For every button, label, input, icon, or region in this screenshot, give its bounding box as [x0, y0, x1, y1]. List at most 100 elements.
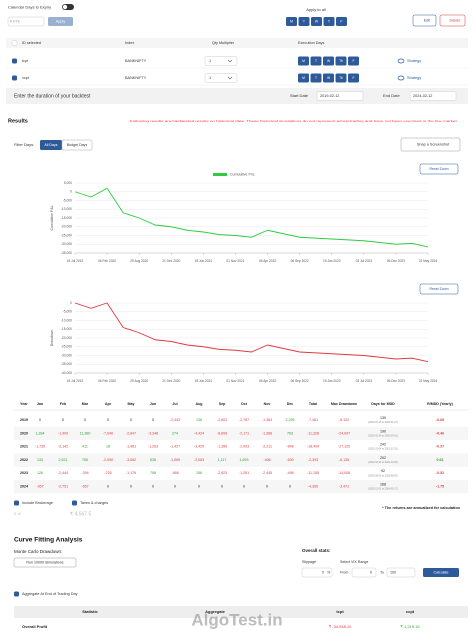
- to-input[interactable]: [386, 567, 416, 578]
- column-header: Year: [20, 402, 28, 406]
- legend-swatch: [213, 173, 227, 176]
- aggregate-checkbox[interactable]: [14, 591, 19, 597]
- slippage-input[interactable]: [301, 567, 333, 578]
- label: # DTE: [10, 19, 21, 23]
- brokerage-checkbox[interactable]: [14, 500, 19, 506]
- table-cell: -394: [81, 471, 88, 475]
- day-button[interactable]: [348, 56, 359, 66]
- label: Overall stats:: [302, 548, 331, 553]
- label: W: [315, 19, 319, 23]
- table-cell: -1,069: [170, 458, 180, 462]
- filter-button[interactable]: [40, 140, 62, 150]
- label: M: [302, 59, 305, 63]
- day-button[interactable]: [323, 73, 334, 83]
- dte-input[interactable]: [7, 16, 45, 27]
- label: Include Brokerage: [22, 501, 53, 505]
- run-simulation-button[interactable]: [13, 557, 77, 568]
- day-button[interactable]: [310, 56, 322, 66]
- day-button[interactable]: [310, 73, 322, 83]
- x-tick-label: 06 Dec 2023: [387, 379, 405, 383]
- legend-label: Cumulative PnL: [230, 172, 255, 176]
- table-cell: 2,295: [286, 418, 295, 422]
- day-button[interactable]: [348, 73, 359, 83]
- row-bg: [14, 453, 468, 467]
- apply-button[interactable]: [48, 17, 73, 26]
- column-header: Total: [309, 402, 317, 406]
- taxes-checkbox[interactable]: [72, 500, 77, 506]
- day-button[interactable]: [298, 56, 309, 66]
- table-cell: -24,097: [338, 431, 350, 435]
- table-cell: 136: [196, 418, 202, 422]
- day-button[interactable]: [311, 17, 322, 26]
- label: Reset Zoom: [429, 167, 448, 171]
- multiplier-input[interactable]: [204, 73, 238, 83]
- table-cell: 11,380: [80, 431, 91, 435]
- table-cell: -2,171: [239, 431, 249, 435]
- start-date-input[interactable]: [316, 91, 364, 101]
- row-bg: [14, 426, 468, 441]
- column-header: Index: [125, 41, 134, 45]
- strategy-link[interactable]: Strategy: [407, 76, 421, 80]
- x-tick-label: 31 May 2024: [419, 259, 438, 263]
- label: 2024-02-12: [413, 94, 432, 98]
- day-button[interactable]: [335, 73, 347, 83]
- column-header: May: [128, 402, 135, 406]
- table-cell: 1,693: [240, 458, 249, 462]
- x-tick-label: 31 May 2024: [419, 379, 438, 383]
- label: Snap a Screenshot: [417, 143, 450, 147]
- reset-zoom-button[interactable]: [419, 283, 459, 295]
- end-date-input[interactable]: [409, 91, 457, 101]
- label: 2019-02-12: [320, 94, 339, 98]
- table-cell: -0.52: [436, 471, 444, 475]
- table-header-bg: [14, 606, 468, 618]
- label: Overall Profit: [22, 624, 48, 629]
- day-button[interactable]: [286, 17, 297, 26]
- table-cell: 202: [380, 456, 386, 460]
- label: 0 of: [14, 511, 22, 516]
- day-button[interactable]: [336, 17, 347, 26]
- calculate-button[interactable]: [423, 568, 459, 577]
- x-tick-label: 15 Jul 2019: [67, 379, 84, 383]
- row-checkbox[interactable]: [12, 58, 17, 64]
- edit-button[interactable]: [412, 14, 437, 27]
- screenshot-button[interactable]: [400, 137, 461, 152]
- column-header: Jun: [150, 402, 156, 406]
- strategy-link[interactable]: Strategy: [407, 59, 421, 63]
- reset-zoom-button[interactable]: [419, 163, 459, 175]
- label: W: [327, 59, 331, 63]
- day-button[interactable]: [323, 56, 334, 66]
- x-tick-label: 15 Jun 2021: [195, 379, 213, 383]
- table-cell: 126: [37, 471, 43, 475]
- delete-button[interactable]: [439, 14, 466, 27]
- day-button[interactable]: [323, 17, 335, 26]
- table-cell: -3,082: [126, 458, 136, 462]
- label: Run 10000 Simulations: [26, 560, 63, 564]
- table-cell: -2,751: [58, 484, 68, 488]
- from-input[interactable]: [351, 567, 377, 578]
- table-cell: 798: [150, 471, 156, 475]
- filter-button[interactable]: [61, 139, 93, 151]
- y-tick-label: -40,000: [61, 371, 72, 375]
- day-button[interactable]: [298, 17, 310, 26]
- day-button[interactable]: [298, 73, 309, 83]
- x-tick-label: 29 Aug 2020: [130, 379, 148, 383]
- table-cell: -630: [286, 458, 293, 462]
- table-cell: -406: [263, 458, 270, 462]
- label: F: [352, 76, 354, 80]
- table-cell: 0: [152, 418, 154, 422]
- table-cell: 0.61: [437, 458, 444, 462]
- table-cell: -1,368: [262, 431, 272, 435]
- label: T: [328, 19, 331, 23]
- multiplier-input[interactable]: [204, 56, 238, 66]
- label: ₹ 4,567.5: [70, 511, 91, 517]
- table-cell: -6,135: [339, 458, 349, 462]
- day-button[interactable]: [335, 56, 347, 66]
- table-cell: -0.37: [436, 445, 444, 449]
- table-cell: -2,211: [262, 445, 272, 449]
- x-tick-label: 21 Dec 2020: [162, 259, 180, 263]
- select-all-checkbox[interactable]: [11, 40, 18, 46]
- x-tick-label: 06 Sep 2022: [291, 259, 309, 263]
- row-checkbox[interactable]: [12, 75, 17, 81]
- line-series: [74, 302, 429, 363]
- y-tick-label: -10,000: [61, 318, 72, 322]
